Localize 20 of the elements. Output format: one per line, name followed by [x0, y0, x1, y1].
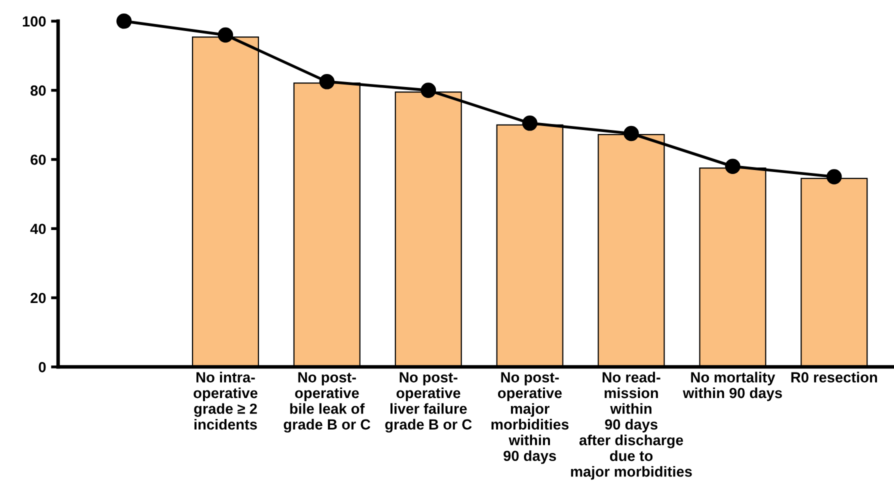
point — [218, 27, 234, 43]
point — [522, 116, 538, 131]
y-tick-label: 60 — [30, 154, 46, 165]
x-tick-label: No post- operative major morbidities within 90 days — [491, 372, 569, 464]
x-tick-label: R0 resection — [791, 372, 878, 382]
x-tick-label: No intra- operative grade ≥ 2 incidents — [194, 372, 258, 430]
y-tick-label: 0 — [38, 362, 46, 372]
point — [725, 158, 740, 174]
point — [420, 82, 436, 98]
x-tick-label: No post- operative liver failure grade B or C — [385, 372, 472, 433]
y-tick-label: 40 — [30, 224, 46, 234]
y-tick-label: 100 — [22, 16, 46, 27]
x-tick-label: No post- operative bile leak of grade B or C — [284, 372, 370, 433]
point — [624, 126, 639, 142]
x-tick-label: No mortality within 90 days — [682, 372, 782, 402]
y-tick-label: 20 — [30, 292, 46, 304]
point — [319, 74, 335, 90]
y-tick-label: 80 — [30, 85, 46, 96]
point — [826, 169, 842, 184]
point — [116, 14, 132, 29]
